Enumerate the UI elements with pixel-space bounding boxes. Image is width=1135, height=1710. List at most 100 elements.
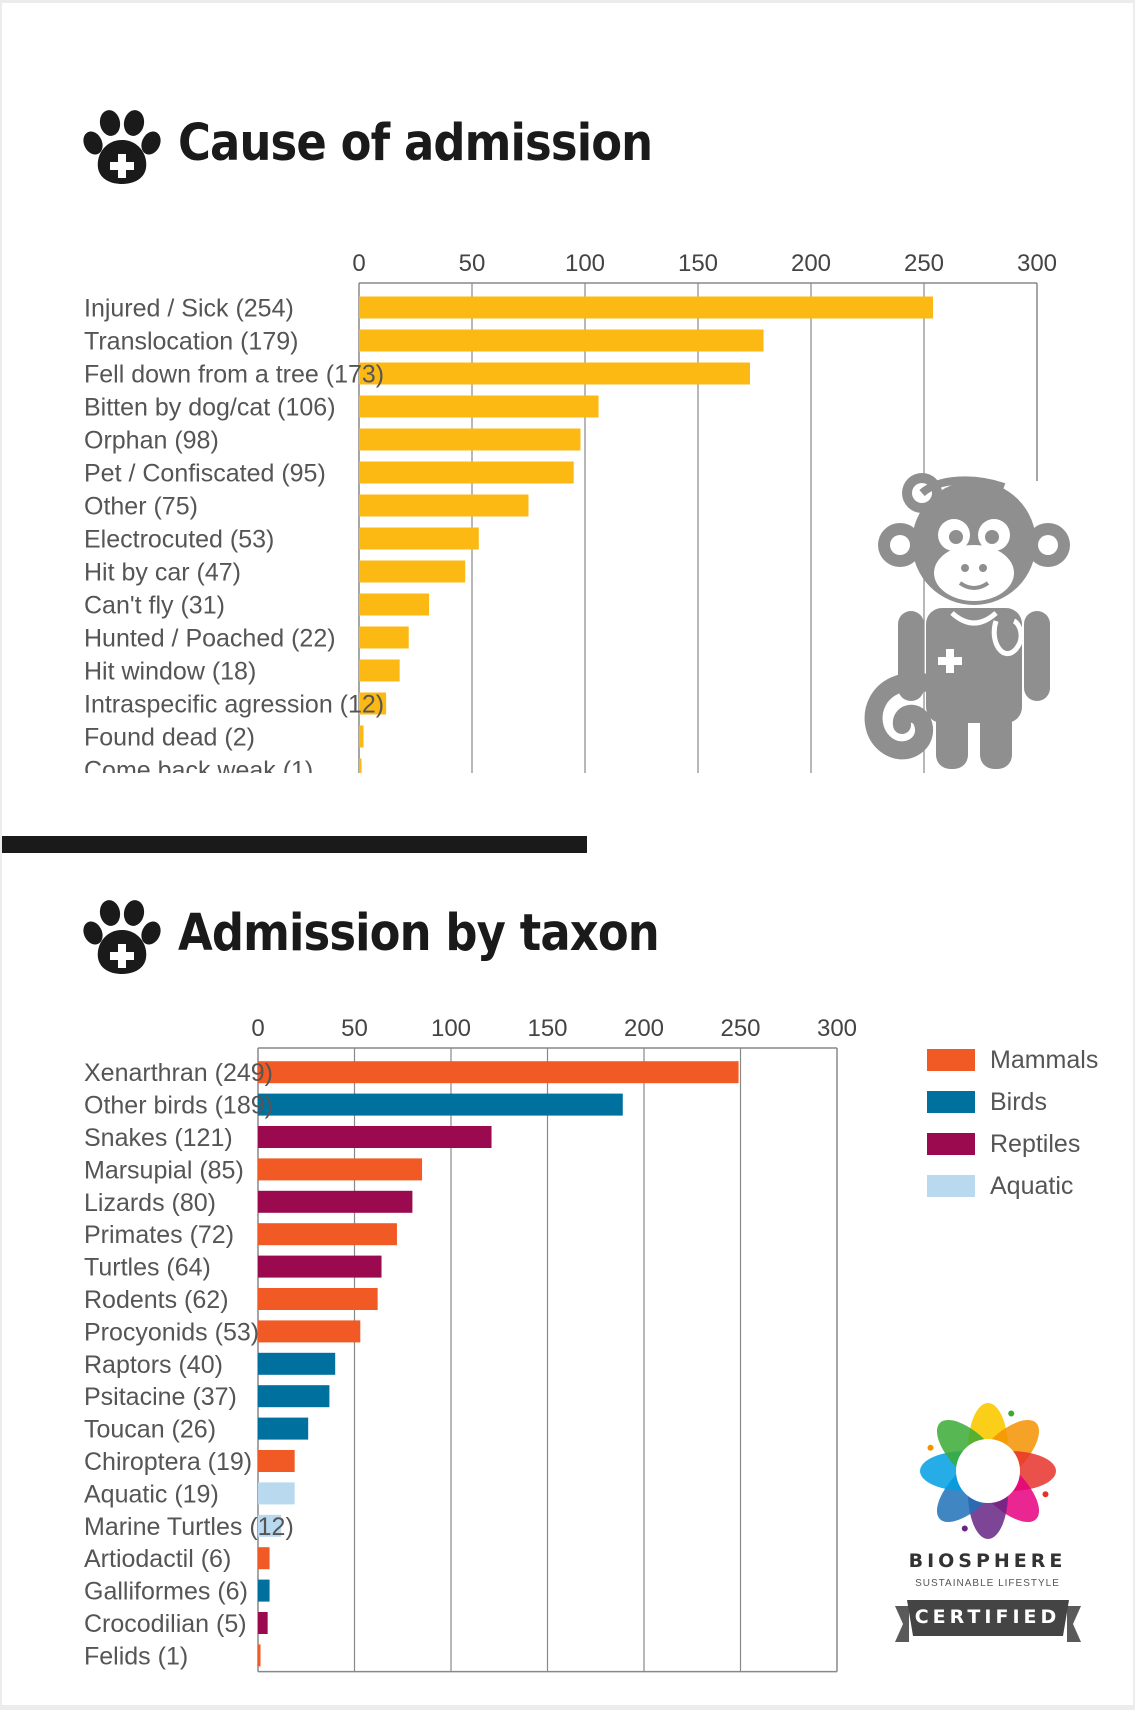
category-label: Hit window (18) [84,658,256,686]
category-label: Orphan (98) [84,427,219,455]
bar [359,296,934,319]
tick-label: 50 [459,250,486,277]
category-label: Come back weak (1) [84,757,313,774]
bar [258,1126,492,1148]
category-label: Hunted / Poached (22) [84,625,336,653]
category-label: Galliformes (6) [84,1578,248,1606]
bar [258,1482,295,1505]
category-label: Xenarthran (249) [84,1059,273,1087]
legend-swatch [927,1133,975,1155]
infographic-card: Cause of admission 0 50 100 150 200 250 300 Inj… [2,3,1133,1705]
tick-label: 150 [678,250,718,277]
section-divider [2,836,587,853]
tick-label: 300 [1017,250,1057,277]
bar [258,1093,623,1116]
certified-label: CERTIFIED [914,1606,1061,1628]
bar [258,1514,282,1537]
bar [258,1417,309,1440]
bar [258,1385,330,1408]
certified-ribbon [895,1600,1081,1642]
bar [359,560,466,583]
category-label: Felids (1) [84,1642,188,1670]
legend-swatch [927,1175,975,1197]
bar [359,329,764,352]
bar [359,725,364,748]
bar [258,1320,361,1343]
legend-label: Mammals [990,1046,1098,1074]
tick-label: 200 [791,250,831,277]
bar [258,1288,378,1310]
category-label: Primates (72) [84,1221,234,1249]
category-label: Marsupial (85) [84,1156,244,1184]
category-label: Intraspecific agression (12) [84,691,384,719]
bar [258,1352,336,1375]
bar [359,527,479,550]
bar [359,593,430,616]
biosphere-logo-icon [920,1403,1056,1539]
bar [359,758,362,773]
bar [258,1579,270,1602]
category-label: Hit by car (47) [84,559,241,587]
bar [258,1547,270,1570]
bar [359,659,400,682]
category-label: Bitten by dog/cat (106) [84,394,336,422]
paw-cross-icon [83,900,161,974]
bar [359,362,750,385]
tick-label: 100 [431,1015,471,1042]
category-label: Found dead (2) [84,724,255,752]
tick-label: 250 [720,1015,760,1042]
tick-label: 0 [352,250,365,277]
category-label: Other (75) [84,493,198,521]
category-label: Pet / Confiscated (95) [84,460,326,488]
legend-label: Birds [990,1088,1047,1116]
bar [258,1158,423,1181]
bar [359,428,581,451]
bar [258,1450,295,1472]
legend-label: Reptiles [990,1130,1080,1158]
bar [258,1644,261,1667]
category-label: Electrocuted (53) [84,526,274,554]
legend-swatch [927,1091,975,1113]
category-label: Raptors (40) [84,1351,223,1379]
tick-label: 50 [341,1015,368,1042]
section-title-taxon: Admission by taxon [178,904,660,963]
category-label: Marine Turtles (12) [84,1513,294,1541]
bar [359,692,387,715]
bar [258,1190,413,1213]
monkey-doctor-icon [864,473,1070,769]
category-label: Psitacine (37) [84,1383,237,1411]
paw-cross-icon [83,110,161,184]
tick-label: 0 [251,1015,264,1042]
cause-of-admission-chart: 0 50 100 150 200 250 300 Injured / Sick (254) Tr… [84,250,1057,774]
category-label: Artiodactil (6) [84,1545,231,1573]
bar [258,1061,739,1084]
tick-label: 200 [624,1015,664,1042]
tick-label: 150 [527,1015,567,1042]
brand-tagline: SUSTAINABLE LIFESTYLE [915,1578,1060,1589]
bar [359,395,599,418]
bar [258,1223,397,1246]
category-label: Rodents (62) [84,1286,229,1314]
category-label: Translocation (179) [84,328,298,356]
tick-label: 300 [817,1015,857,1042]
bar [359,626,409,649]
legend-swatch [927,1049,975,1071]
category-label: Crocodilian (5) [84,1610,247,1638]
category-label: Fell down from a tree (173) [84,361,384,389]
bar [258,1612,268,1634]
bar [258,1255,382,1278]
category-label: Can't fly (31) [84,592,225,620]
category-label: Lizards (80) [84,1189,216,1217]
section-title-cause: Cause of admission [178,114,653,173]
bar [359,461,574,484]
category-label: Procyonids (53) [84,1318,259,1346]
category-label: Aquatic (19) [84,1480,219,1508]
category-label: Chiroptera (19) [84,1448,252,1476]
admission-by-taxon-chart: 0 50 100 150 200 250 300 Xenarthran (249) Other … [84,1015,1098,1673]
category-label: Snakes (121) [84,1124,233,1152]
category-label: Toucan (26) [84,1416,216,1444]
category-label: Other birds (189) [84,1092,273,1120]
brand-name: BIOSPHERE [908,1550,1067,1572]
category-label: Injured / Sick (254) [84,295,294,323]
category-label: Turtles (64) [84,1254,211,1282]
